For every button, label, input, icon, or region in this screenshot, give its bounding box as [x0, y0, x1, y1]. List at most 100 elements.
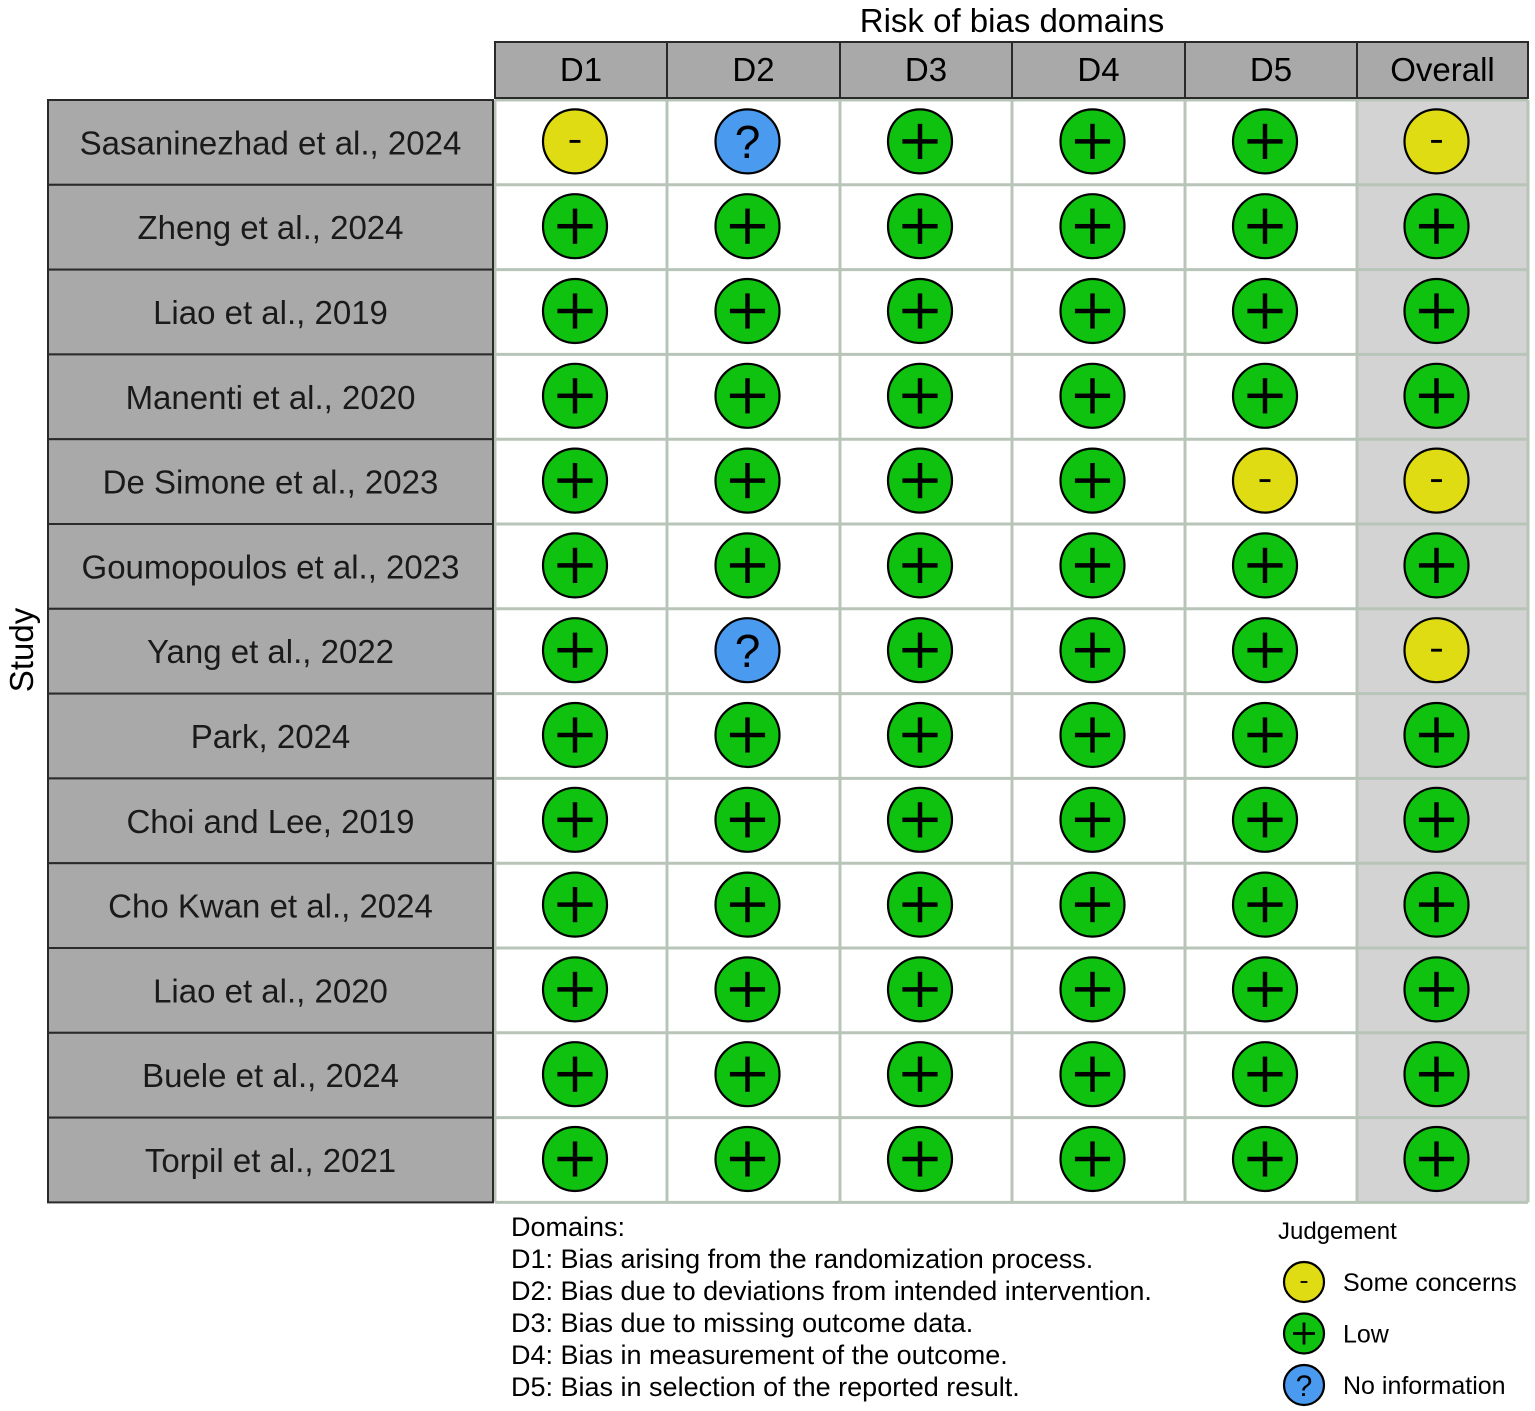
- judgement-d3-low: [886, 532, 954, 599]
- domain-description: D2: Bias due to deviations from intended…: [511, 1276, 1152, 1306]
- judgement-d1-low: [541, 193, 609, 260]
- judgement-d5-low: [1231, 362, 1299, 429]
- plus-icon-v: [917, 293, 923, 329]
- judgement-d5-low: [1231, 532, 1299, 599]
- judgement-d5-low: [1231, 1041, 1299, 1108]
- header-cell-d4: [1011, 41, 1186, 99]
- study-label: Park, 2024: [191, 718, 351, 755]
- header-cell-d3: [839, 41, 1013, 99]
- plus-icon-v: [1262, 887, 1268, 923]
- plus-icon-v: [1434, 547, 1439, 583]
- plus-icon-v: [1090, 887, 1095, 923]
- plus-icon-v: [1434, 887, 1439, 923]
- plus-icon-v: [1434, 1141, 1439, 1177]
- legend-label-noinfo: No information: [1343, 1372, 1506, 1400]
- judgement-d1-low: [541, 1125, 609, 1193]
- study-label: Goumopoulos et al., 2023: [82, 548, 460, 585]
- question-icon: ?: [1296, 1370, 1313, 1403]
- plus-icon-v: [1262, 208, 1268, 244]
- plus-icon-v: [1090, 1141, 1095, 1177]
- plus-icon-v: [745, 293, 750, 329]
- plus-icon-v: [1262, 378, 1268, 414]
- study-labels: Sasaninezhad et al., 2024 Zheng et al., 2…: [47, 99, 494, 1204]
- domain-description: D4: Bias in measurement of the outcome.: [511, 1340, 1008, 1370]
- study-label: Zheng et al., 2024: [137, 209, 403, 246]
- study-label: Liao et al., 2020: [153, 972, 388, 1009]
- question-icon: ?: [735, 625, 761, 677]
- plus-icon-v: [572, 547, 578, 583]
- domain-description: D1: Bias arising from the randomization …: [511, 1244, 1093, 1274]
- judgement-overall-some: [1403, 617, 1470, 684]
- judgement-d1-some: [541, 108, 609, 175]
- judgement-overall-low: [1403, 956, 1470, 1023]
- plus-icon-v: [917, 971, 923, 1007]
- plus-icon-v: [1262, 1056, 1268, 1092]
- judgement-d3-low: [886, 617, 954, 684]
- judgement-d3-low: [886, 786, 954, 853]
- judgement-d2-low: [714, 871, 781, 938]
- plus-icon-v: [1434, 717, 1439, 753]
- plus-icon-v: [745, 1056, 750, 1092]
- judgement-d4-low: [1059, 532, 1126, 599]
- judgement-d4-low: [1059, 362, 1126, 429]
- study-label: Buele et al., 2024: [142, 1057, 399, 1094]
- judgement-d4-low: [1059, 447, 1126, 514]
- legend-symbol-low: [1282, 1312, 1326, 1355]
- plus-icon-v: [1090, 123, 1095, 159]
- judgement-d2-low: [714, 193, 781, 260]
- judgement-overall-low: [1403, 362, 1470, 429]
- judgement-d3-low: [886, 1041, 954, 1108]
- noinfo-judgement-circle: [714, 617, 781, 684]
- minus-icon: [1300, 1281, 1308, 1283]
- plus-icon-v: [745, 1141, 750, 1177]
- plus-icon-v: [572, 378, 578, 414]
- study-cell: [47, 99, 494, 186]
- judgement-d1-low: [541, 871, 609, 938]
- judgement-d1-low: [541, 277, 609, 345]
- plus-icon-v: [1302, 1322, 1306, 1345]
- plus-icon-v: [572, 208, 578, 244]
- judgement-d4-low: [1059, 1125, 1126, 1193]
- study-label: Liao et al., 2019: [153, 294, 388, 331]
- legend-label-some: Some concerns: [1343, 1269, 1517, 1297]
- study-label: Torpil et al., 2021: [145, 1142, 396, 1179]
- judgement-d4-low: [1059, 871, 1126, 938]
- legend-symbol-noinfo: ?: [1282, 1363, 1326, 1407]
- study-cell: [47, 947, 494, 1034]
- plus-icon-v: [745, 378, 750, 414]
- plus-icon-v: [917, 717, 923, 753]
- plus-icon-v: [1262, 123, 1268, 159]
- judgement-d1-low: [541, 532, 609, 599]
- header-label-d5: D5: [1250, 51, 1292, 88]
- plus-icon-v: [1434, 971, 1439, 1007]
- domain-description: D3: Bias due to missing outcome data.: [511, 1308, 973, 1338]
- plus-icon-v: [1262, 293, 1268, 329]
- plus-icon-v: [917, 123, 923, 159]
- study-cell: [47, 1031, 494, 1119]
- judgement-overall-some: [1403, 108, 1470, 175]
- header-label-d3: D3: [905, 51, 947, 88]
- plus-icon-v: [1262, 802, 1268, 838]
- plus-icon-v: [1434, 802, 1439, 838]
- plus-icon-v: [572, 971, 578, 1007]
- judgement-d5-low: [1231, 701, 1299, 769]
- study-cell: [47, 862, 494, 950]
- plus-icon-v: [745, 717, 750, 753]
- plus-icon-v: [745, 802, 750, 838]
- plus-icon-v: [1090, 802, 1095, 838]
- judgement-d2-low: [714, 1125, 781, 1193]
- judgement-cells: ??: [541, 108, 1470, 1193]
- plus-icon-v: [572, 1141, 578, 1177]
- plus-icon-v: [745, 547, 750, 583]
- judgement-overall-low: [1403, 871, 1470, 938]
- plus-icon-v: [572, 802, 578, 838]
- judgement-d1-low: [541, 362, 609, 429]
- question-icon: ?: [735, 116, 761, 168]
- judgement-d1-low: [541, 956, 609, 1023]
- plus-icon-v: [1090, 293, 1095, 329]
- plus-icon-v: [572, 717, 578, 753]
- plus-icon-v: [572, 293, 578, 329]
- judgement-d3-low: [886, 362, 954, 429]
- plus-icon-v: [917, 802, 923, 838]
- plus-icon-v: [745, 463, 750, 499]
